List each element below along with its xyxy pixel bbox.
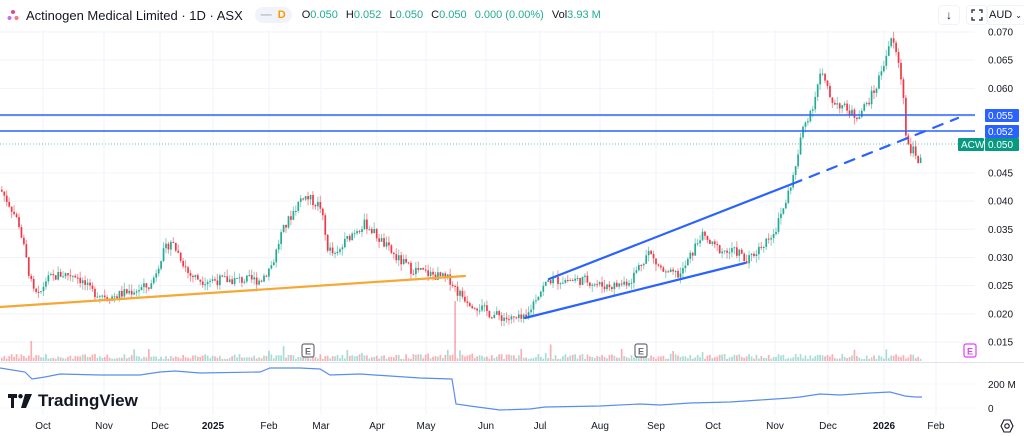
chevron-down-icon: ⌄ — [1015, 11, 1022, 20]
tradingview-logo-icon — [8, 394, 32, 408]
svg-text:0.020: 0.020 — [988, 309, 1013, 320]
high-value: 0.052 — [353, 9, 382, 21]
earnings-marker[interactable]: E — [963, 343, 977, 358]
svg-text:E: E — [638, 347, 644, 357]
svg-text:0.052: 0.052 — [988, 127, 1013, 138]
svg-text:Dec: Dec — [151, 421, 169, 432]
svg-text:0.035: 0.035 — [988, 225, 1013, 236]
svg-text:Sep: Sep — [647, 421, 665, 432]
svg-text:0.050: 0.050 — [988, 140, 1013, 151]
change-value: 0.000 (0.00%) — [474, 9, 544, 21]
svg-text:2026: 2026 — [873, 421, 896, 432]
time-axis[interactable]: Oct Nov Dec 2025 Feb Mar Apr May Jun Jul Aug Sep Oct… — [35, 421, 945, 432]
svg-text:2025: 2025 — [202, 421, 225, 432]
symbol-title[interactable]: Actinogen Medical Limited · 1D · ASX — [26, 7, 243, 23]
svg-text:200 M: 200 M — [988, 380, 1016, 391]
open-label: O — [301, 9, 311, 21]
fullscreen-button[interactable] — [966, 5, 988, 25]
svg-text:Jul: Jul — [534, 421, 547, 432]
interval-label: D — [277, 9, 286, 21]
svg-text:E: E — [305, 347, 311, 357]
svg-text:Aug: Aug — [591, 421, 609, 432]
svg-text:E: E — [967, 347, 973, 357]
svg-text:Dec: Dec — [819, 421, 837, 432]
download-button[interactable]: ↓ — [938, 5, 960, 25]
currency-label: AUD — [989, 9, 1013, 21]
grid — [0, 30, 1024, 415]
svg-text:0.070: 0.070 — [988, 28, 1013, 39]
low-label: L — [389, 9, 396, 21]
high-label: H — [345, 9, 354, 21]
candles — [1, 31, 922, 327]
fullscreen-icon — [971, 9, 983, 21]
svg-text:0.030: 0.030 — [988, 253, 1013, 264]
svg-text:Oct: Oct — [35, 421, 51, 432]
tradingview-wordmark: TradingView — [38, 391, 138, 410]
volume-axis: 200 M 0 — [988, 380, 1016, 415]
svg-text:Feb: Feb — [260, 421, 278, 432]
svg-text:0: 0 — [988, 404, 994, 415]
ohlc-legend: O0.050 H0.052 L0.050 C0.050 0.000 (0.00%… — [302, 9, 606, 21]
currency-selector[interactable]: AUD ⌄ — [986, 5, 1024, 25]
svg-text:Feb: Feb — [927, 421, 945, 432]
symbol-header: Actinogen Medical Limited · 1D · ASX — D… — [0, 0, 930, 30]
svg-text:May: May — [417, 421, 436, 432]
close-value: 0.050 — [439, 9, 467, 21]
volume-bars — [1, 301, 922, 361]
svg-text:Apr: Apr — [369, 421, 385, 432]
low-value: 0.050 — [395, 9, 424, 21]
interval-badge[interactable]: — D — [254, 7, 292, 23]
trendline-support-orange[interactable] — [0, 274, 467, 309]
trendline-channel-upper-extension[interactable] — [790, 116, 960, 186]
price-axis[interactable]: 0.070 0.065 0.060 0.055 0.045 0.040 0.035 0.030… — [958, 28, 1019, 349]
volume-indicator-line — [0, 367, 922, 411]
svg-text:Mar: Mar — [312, 421, 330, 432]
svg-text:Oct: Oct — [705, 421, 721, 432]
last-price-label: ACW 0.050 — [958, 138, 1019, 151]
svg-text:Jun: Jun — [478, 421, 494, 432]
market-status-icon: — — [260, 9, 272, 21]
company-logo-icon — [7, 10, 19, 20]
volume-value: 3.93 M — [567, 9, 601, 21]
svg-text:Nov: Nov — [766, 421, 784, 432]
settings-gear-icon[interactable] — [1000, 419, 1014, 433]
svg-text:0.025: 0.025 — [988, 281, 1013, 292]
svg-text:0.065: 0.065 — [988, 56, 1013, 67]
trendline-channel-lower[interactable] — [523, 261, 747, 320]
download-icon: ↓ — [946, 8, 952, 22]
volume-label: Vol — [551, 9, 568, 21]
svg-text:ACW: ACW — [961, 140, 985, 151]
close-label: C — [431, 9, 440, 21]
chart-toolbar: ↓ — [938, 5, 988, 25]
svg-text:0.015: 0.015 — [988, 338, 1013, 349]
price-label-0.052: 0.052 — [985, 125, 1019, 138]
svg-text:Nov: Nov — [95, 421, 113, 432]
svg-text:0.055: 0.055 — [988, 111, 1013, 122]
open-value: 0.050 — [310, 9, 338, 21]
earnings-marker[interactable]: E — [301, 343, 315, 358]
svg-text:0.060: 0.060 — [988, 84, 1013, 95]
svg-text:0.040: 0.040 — [988, 197, 1013, 208]
svg-text:0.045: 0.045 — [988, 168, 1013, 179]
earnings-marker[interactable]: E — [634, 343, 648, 358]
trendline-channel-upper[interactable] — [547, 182, 794, 281]
price-label-0.055: 0.055 — [985, 109, 1019, 122]
tradingview-logo[interactable]: TradingView — [8, 391, 138, 411]
